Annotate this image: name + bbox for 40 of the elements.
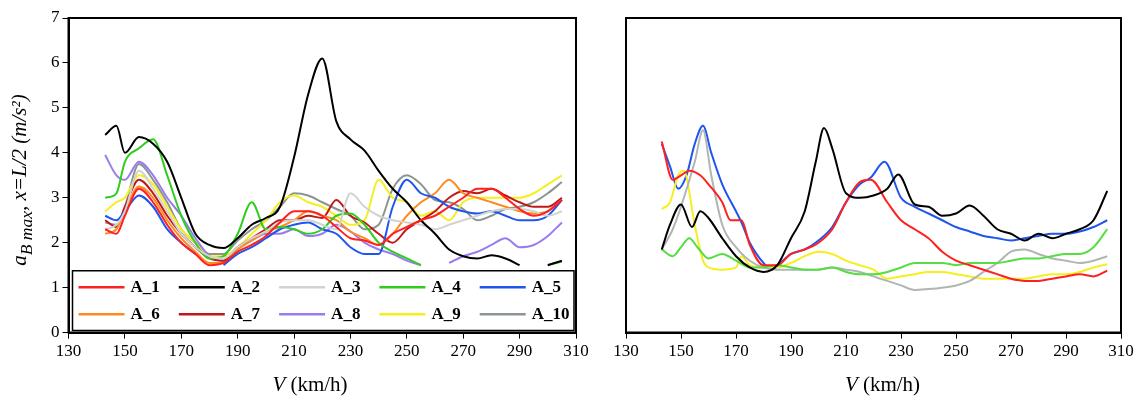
legend-label: A_6 (130, 303, 160, 323)
x-axis-title: V (km/h) (844, 372, 921, 397)
legend-label: A_4 (431, 276, 462, 296)
x-tick-label: 190 (224, 341, 251, 361)
y-tick-label: 2 (51, 232, 60, 252)
x-tick-label: 250 (394, 341, 420, 361)
y-tick-label: 3 (51, 187, 60, 207)
y-tick-label: 0 (51, 322, 60, 342)
legend-label: A_2 (230, 276, 261, 296)
x-tick-label: 230 (337, 341, 364, 361)
legend-label: A_5 (531, 276, 561, 296)
legend-label: A_8 (331, 303, 361, 323)
x-tick-label: 310 (1108, 341, 1134, 361)
x-tick-label: 270 (998, 341, 1024, 361)
x-tick-label: 170 (723, 341, 749, 361)
y-tick-label: 4 (51, 142, 60, 162)
x-tick-label: 210 (281, 341, 307, 361)
y-tick-label: 5 (51, 97, 60, 117)
x-tick-label: 290 (1053, 341, 1079, 361)
legend-label: A_1 (130, 276, 160, 296)
x-tick-label: 250 (943, 341, 969, 361)
x-tick-label: 270 (450, 341, 476, 361)
x-tick-label: 290 (506, 341, 533, 361)
legend-label: A_9 (431, 303, 461, 323)
x-tick-label: 230 (888, 341, 914, 361)
x-tick-label: 150 (668, 341, 694, 361)
legend-label: A_3 (331, 276, 361, 296)
x-tick-label: 210 (833, 341, 859, 361)
y-tick-label: 7 (51, 7, 60, 27)
x-axis-title: V (km/h) (272, 372, 348, 397)
x-tick-label: 130 (55, 341, 82, 361)
x-tick-label: 170 (168, 341, 195, 361)
y-tick-label: 1 (51, 277, 60, 297)
x-tick-label: 310 (563, 341, 589, 361)
legend-label: A_10 (531, 303, 570, 323)
x-tick-label: 190 (778, 341, 804, 361)
x-tick-label: 150 (112, 341, 138, 361)
y-tick-label: 6 (51, 52, 60, 72)
x-tick-label: 130 (613, 341, 639, 361)
legend-label: A_7 (230, 303, 261, 323)
